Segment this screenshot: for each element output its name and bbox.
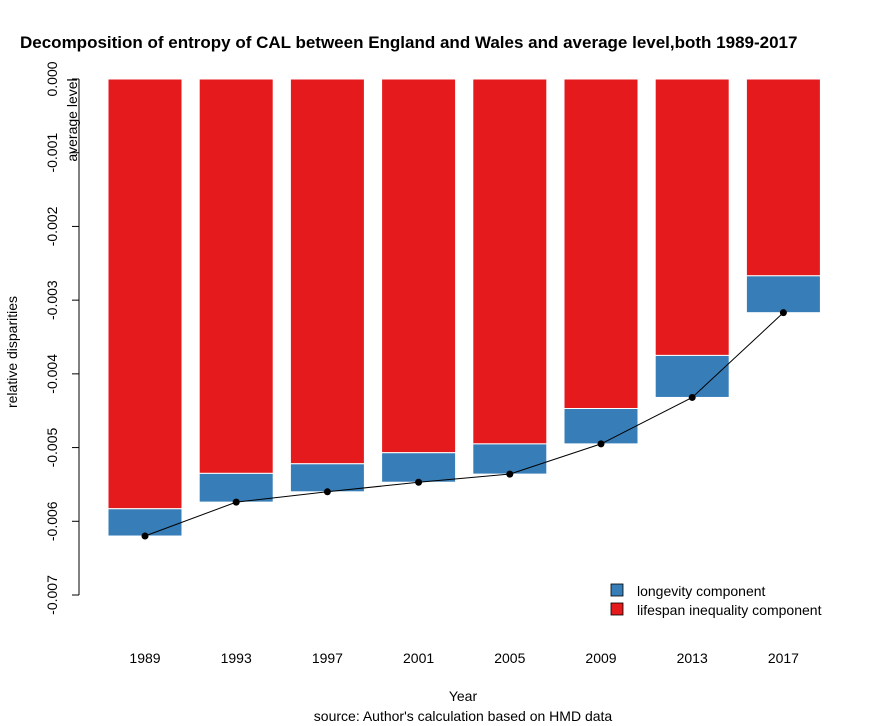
x-tick-labels: 1989 1993 1997 2001 2005 2009 2013 2017 xyxy=(129,650,799,666)
y-tick-label-3: -0.003 xyxy=(44,280,60,320)
bar-lifespan-1997 xyxy=(289,78,365,465)
legend-swatch-lifespan xyxy=(610,602,624,616)
y-axis: 0.000 -0.001 -0.002 -0.003 -0.004 -0.005 -0.00… xyxy=(44,61,80,615)
total-line xyxy=(144,312,784,537)
x-tick-label-2013: 2013 xyxy=(677,650,708,666)
bar-longevity-1989 xyxy=(107,508,183,537)
bar-lifespan-2001 xyxy=(381,78,457,454)
total-point-1993 xyxy=(232,498,240,506)
legend-label-longevity: longevity component xyxy=(637,583,766,599)
bar-longevity-2001 xyxy=(381,452,457,483)
x-tick-label-1993: 1993 xyxy=(221,650,252,666)
bar-longevity-1997 xyxy=(289,463,365,493)
bar-lifespan-2005 xyxy=(472,78,548,445)
total-point-2009 xyxy=(597,440,605,448)
y-tick-label-5: -0.005 xyxy=(44,428,60,468)
bar-longevity-2017 xyxy=(745,275,821,314)
bar-longevity-2009 xyxy=(563,408,639,445)
y-tick-label-6: -0.006 xyxy=(44,501,60,541)
y-tick-label-4: -0.004 xyxy=(44,354,60,394)
total-point-1989 xyxy=(141,532,149,540)
legend-swatch-longevity xyxy=(610,583,624,597)
x-tick-label-2005: 2005 xyxy=(494,650,525,666)
bar-lifespan-2013 xyxy=(654,78,730,356)
caption: source: Author's calculation based on HM… xyxy=(314,708,613,724)
y-axis-label: relative disparities xyxy=(4,296,20,408)
total-point-2001 xyxy=(415,478,423,486)
x-tick-label-2001: 2001 xyxy=(403,650,434,666)
bar-lifespan-2017 xyxy=(745,78,821,277)
x-tick-label-2017: 2017 xyxy=(768,650,799,666)
bar-longevity-2013 xyxy=(654,354,730,398)
total-point-2017 xyxy=(779,309,787,317)
total-point-2005 xyxy=(506,470,514,478)
y-tick-label-7: -0.007 xyxy=(44,575,60,615)
bar-longevity-2005 xyxy=(472,443,548,475)
plot-area xyxy=(107,78,821,540)
total-point-2013 xyxy=(688,393,696,401)
legend: longevity component lifespan inequality … xyxy=(610,583,822,618)
x-tick-label-1989: 1989 xyxy=(129,650,160,666)
x-axis-label: Year xyxy=(449,688,478,704)
x-tick-label-1997: 1997 xyxy=(312,650,343,666)
legend-label-lifespan: lifespan inequality component xyxy=(637,602,822,618)
bar-lifespan-1989 xyxy=(107,78,183,510)
y-tick-label-1: -0.001 xyxy=(44,133,60,173)
total-point-1997 xyxy=(323,488,331,496)
average-level-annotation: average level xyxy=(64,78,80,161)
chart-title: Decomposition of entropy of CAL between … xyxy=(20,33,797,52)
y-tick-label-0: 0.000 xyxy=(44,61,60,96)
bar-longevity-1993 xyxy=(198,472,274,503)
y-tick-label-2: -0.002 xyxy=(44,206,60,246)
bar-lifespan-1993 xyxy=(198,78,274,474)
bar-lifespan-2009 xyxy=(563,78,639,410)
x-tick-label-2009: 2009 xyxy=(585,650,616,666)
